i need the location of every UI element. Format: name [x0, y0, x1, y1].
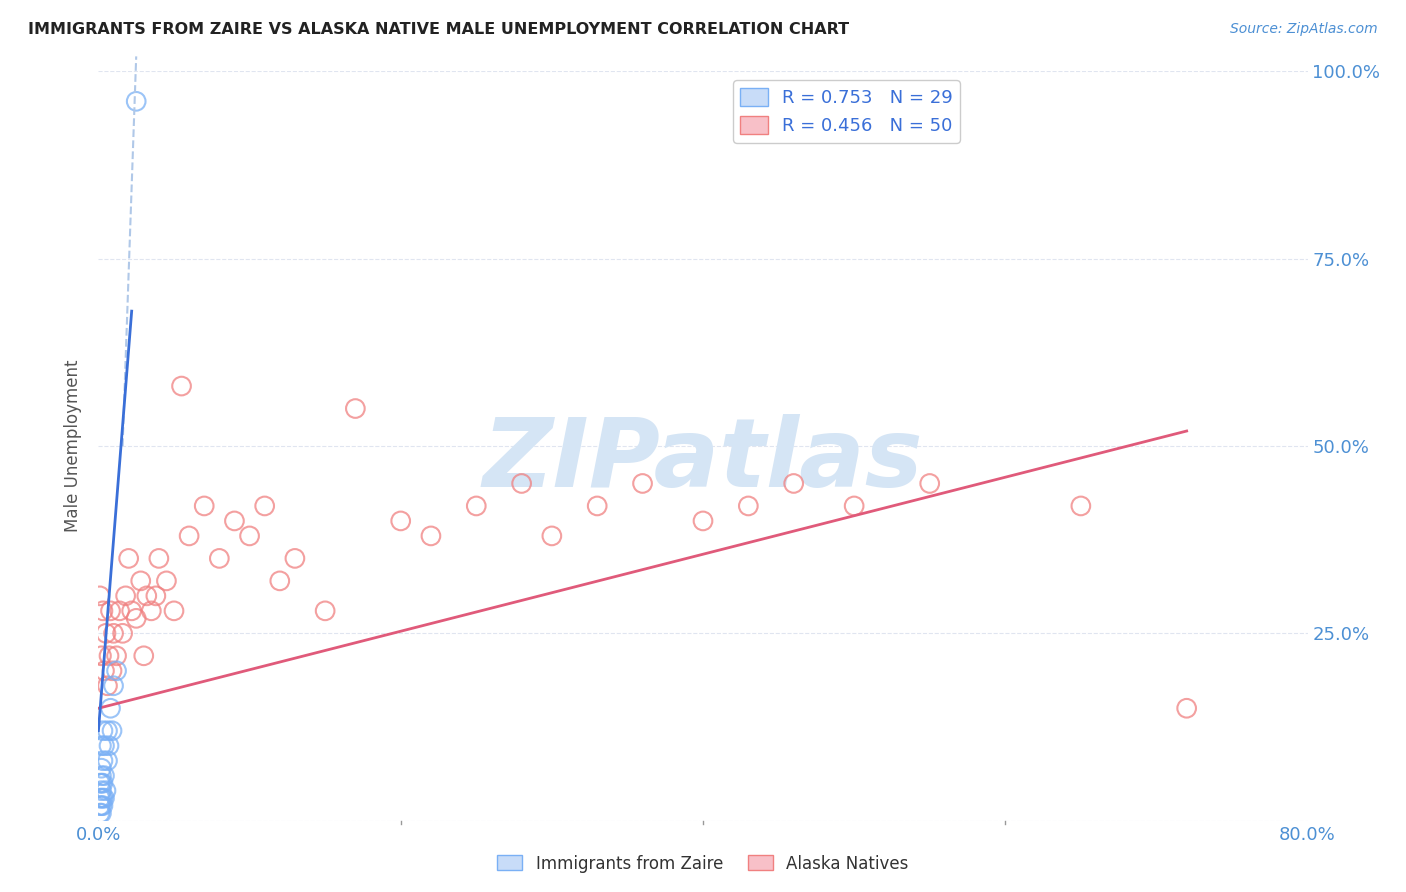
- Text: Source: ZipAtlas.com: Source: ZipAtlas.com: [1230, 22, 1378, 37]
- Point: [90, 783, 112, 797]
- Point: [90, 648, 112, 663]
- Point: [96, 723, 118, 738]
- Point: [132, 648, 155, 663]
- Point: [148, 551, 170, 566]
- Point: [737, 499, 759, 513]
- Y-axis label: Male Unemployment: Male Unemployment: [65, 359, 83, 533]
- Point: [89, 776, 111, 790]
- Point: [103, 626, 125, 640]
- Point: [101, 664, 124, 678]
- Point: [111, 626, 134, 640]
- Point: [96, 679, 118, 693]
- Point: [94, 783, 117, 797]
- Point: [93, 791, 115, 805]
- Point: [91, 604, 114, 618]
- Point: [114, 589, 136, 603]
- Point: [125, 95, 148, 109]
- Legend: Immigrants from Zaire, Alaska Natives: Immigrants from Zaire, Alaska Natives: [491, 848, 915, 880]
- Point: [141, 604, 163, 618]
- Point: [170, 379, 193, 393]
- Point: [90, 791, 112, 805]
- Point: [586, 499, 609, 513]
- Point: [510, 476, 533, 491]
- Point: [118, 551, 141, 566]
- Point: [208, 551, 231, 566]
- Point: [98, 648, 121, 663]
- Point: [1175, 701, 1198, 715]
- Point: [135, 589, 157, 603]
- Point: [420, 529, 443, 543]
- Point: [344, 401, 367, 416]
- Point: [269, 574, 291, 588]
- Point: [90, 769, 112, 783]
- Point: [89, 806, 111, 821]
- Point: [90, 739, 112, 753]
- Text: ZIPatlas: ZIPatlas: [482, 415, 924, 508]
- Point: [389, 514, 412, 528]
- Point: [844, 499, 866, 513]
- Point: [101, 723, 124, 738]
- Point: [692, 514, 714, 528]
- Point: [100, 604, 122, 618]
- Point: [89, 589, 111, 603]
- Legend: R = 0.753   N = 29, R = 0.456   N = 50: R = 0.753 N = 29, R = 0.456 N = 50: [734, 80, 960, 143]
- Point: [90, 776, 112, 790]
- Point: [179, 529, 201, 543]
- Point: [89, 798, 111, 813]
- Point: [783, 476, 806, 491]
- Point: [98, 739, 121, 753]
- Point: [540, 529, 562, 543]
- Point: [239, 529, 262, 543]
- Point: [465, 499, 488, 513]
- Point: [93, 769, 115, 783]
- Point: [96, 754, 118, 768]
- Point: [90, 761, 112, 775]
- Text: IMMIGRANTS FROM ZAIRE VS ALASKA NATIVE MALE UNEMPLOYMENT CORRELATION CHART: IMMIGRANTS FROM ZAIRE VS ALASKA NATIVE M…: [28, 22, 849, 37]
- Point: [105, 664, 128, 678]
- Point: [90, 806, 112, 821]
- Point: [91, 776, 114, 790]
- Point: [284, 551, 307, 566]
- Point: [125, 611, 148, 625]
- Point: [94, 626, 117, 640]
- Point: [100, 701, 122, 715]
- Point: [129, 574, 152, 588]
- Point: [193, 499, 215, 513]
- Point: [224, 514, 246, 528]
- Point: [103, 679, 125, 693]
- Point: [93, 664, 115, 678]
- Point: [108, 604, 131, 618]
- Point: [91, 723, 114, 738]
- Point: [91, 754, 114, 768]
- Point: [90, 798, 112, 813]
- Point: [314, 604, 336, 618]
- Point: [89, 791, 111, 805]
- Point: [155, 574, 177, 588]
- Point: [918, 476, 941, 491]
- Point: [253, 499, 276, 513]
- Point: [145, 589, 167, 603]
- Point: [631, 476, 654, 491]
- Point: [121, 604, 143, 618]
- Point: [91, 798, 114, 813]
- Point: [163, 604, 186, 618]
- Point: [1070, 499, 1092, 513]
- Point: [91, 791, 114, 805]
- Point: [93, 739, 115, 753]
- Point: [105, 648, 128, 663]
